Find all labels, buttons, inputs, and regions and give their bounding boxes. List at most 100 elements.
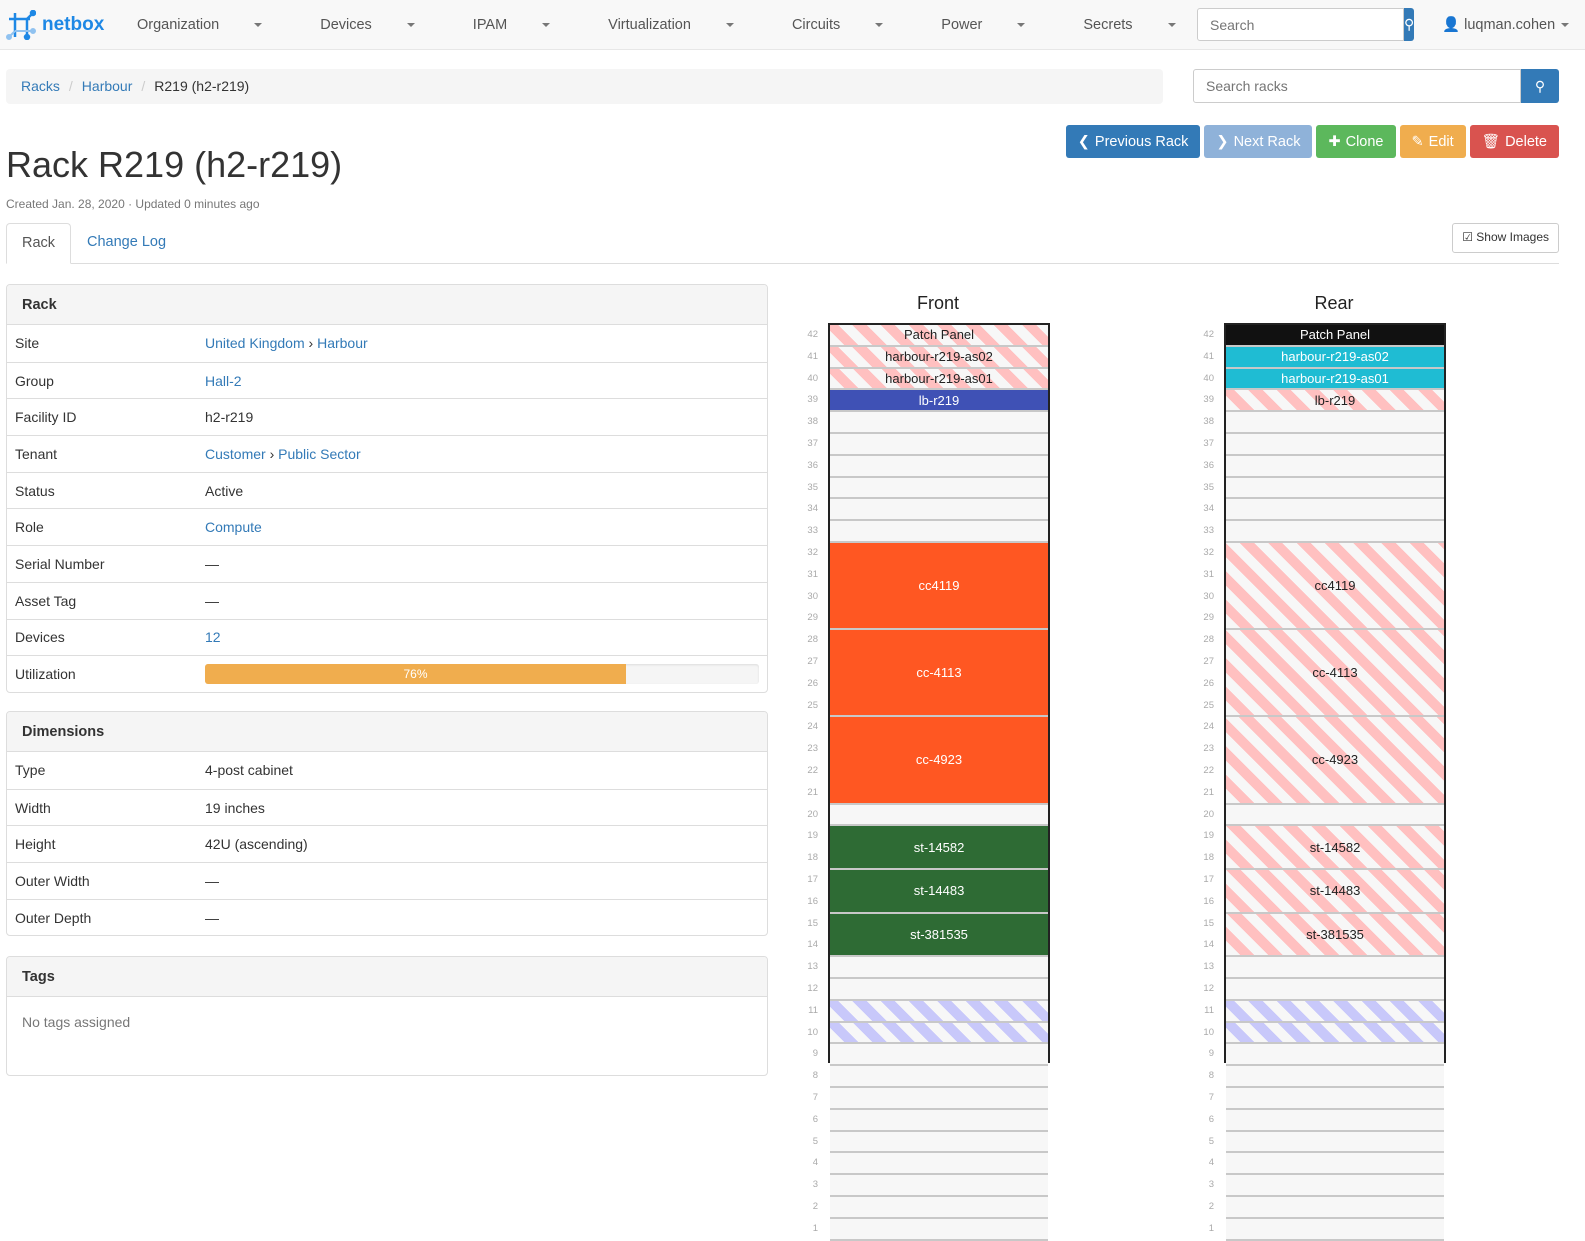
rack-device[interactable]: cc-4113 [830,630,1048,718]
menu-ipam[interactable]: IPAM [473,17,579,33]
value[interactable]: Compute [205,519,262,536]
rack-device[interactable] [1226,1022,1444,1045]
empty-unit[interactable] [1226,1197,1444,1219]
empty-unit[interactable] [830,1109,1048,1132]
rack-device[interactable]: cc-4113 [1226,630,1444,718]
rack-device[interactable] [1226,1000,1444,1023]
empty-unit[interactable] [1226,455,1444,478]
row-value: Active [205,483,243,499]
clone-button[interactable]: ✚ Clone [1316,125,1396,158]
delete-button[interactable]: 🗑 Delete [1469,125,1559,158]
rack-device[interactable]: harbour-r219-as01 [1226,368,1444,391]
empty-unit[interactable] [830,455,1048,478]
breadcrumb-racks[interactable]: Racks [21,78,60,94]
empty-unit[interactable] [1226,477,1444,500]
rack-device[interactable]: st-381535 [1226,913,1444,958]
rack-device[interactable]: cc-4923 [1226,717,1444,805]
value[interactable]: 12 [205,629,221,646]
empty-unit[interactable] [830,957,1048,979]
empty-unit[interactable] [830,804,1048,827]
value[interactable]: Public Sector [278,445,361,462]
rack-device[interactable] [830,1000,1048,1023]
rack-device[interactable]: Patch Panel [830,325,1048,347]
rack-device[interactable]: st-14483 [830,870,1048,914]
value[interactable]: Customer [205,445,266,462]
empty-unit[interactable] [1226,1044,1444,1067]
unit-number: 21 [807,786,818,798]
empty-unit[interactable] [830,1175,1048,1197]
empty-unit[interactable] [1226,1153,1444,1176]
rack-device[interactable]: Patch Panel [1226,325,1444,347]
empty-unit[interactable] [1226,412,1444,434]
empty-unit[interactable] [830,1218,1048,1241]
netbox-logo[interactable]: netbox [6,10,104,40]
menu-power[interactable]: Power [941,17,1054,33]
show-images-button[interactable]: ☑ Show Images [1452,223,1559,253]
rack-device[interactable]: lb-r219 [830,390,1048,413]
empty-unit[interactable] [830,1131,1048,1154]
empty-unit[interactable] [1226,804,1444,827]
empty-unit[interactable] [830,1044,1048,1067]
rack-device[interactable]: st-14483 [1226,870,1444,914]
menu-secrets[interactable]: Secrets [1083,17,1204,33]
edit-button[interactable]: ✎ Edit [1399,125,1466,158]
tab-rack[interactable]: Rack [6,223,72,264]
user-menu[interactable]: 👤 luqman.cohen [1442,16,1570,33]
empty-unit[interactable] [1226,434,1444,456]
value[interactable]: United Kingdom [205,335,305,352]
empty-unit[interactable] [830,521,1048,543]
empty-unit[interactable] [830,1153,1048,1176]
rack-search-button[interactable]: ⚲ [1521,69,1559,103]
empty-unit[interactable] [1226,1109,1444,1132]
rack-device[interactable]: cc4119 [830,543,1048,631]
search-input[interactable] [1197,8,1404,41]
empty-unit[interactable] [1226,979,1444,1001]
unit-number: 29 [807,612,818,624]
next-rack-button[interactable]: ❯ Next Rack [1204,125,1313,158]
empty-unit[interactable] [1226,957,1444,979]
menu-devices[interactable]: Devices [320,17,444,33]
empty-unit[interactable] [1226,521,1444,543]
value[interactable]: Hall-2 [205,372,242,389]
menu-circuits[interactable]: Circuits [792,17,912,33]
rack-device[interactable]: st-14582 [1226,826,1444,870]
rack-device[interactable]: cc-4923 [830,717,1048,805]
tab-change-log[interactable]: Change Log [87,234,167,250]
empty-unit[interactable] [1226,1175,1444,1197]
empty-unit[interactable] [830,1066,1048,1088]
empty-unit[interactable] [1226,499,1444,522]
rack-device[interactable]: harbour-r219-as02 [830,346,1048,369]
rack-device[interactable]: st-381535 [830,913,1048,958]
rack-device[interactable]: lb-r219 [1226,390,1444,413]
menu-virtualization[interactable]: Virtualization [608,17,763,33]
row-value: Hall-2 [205,373,242,389]
value[interactable]: Harbour [317,335,368,352]
empty-unit[interactable] [830,499,1048,522]
empty-unit[interactable] [1226,1066,1444,1088]
rack-device[interactable]: harbour-r219-as02 [1226,346,1444,369]
rack-device[interactable]: cc4119 [1226,543,1444,631]
empty-unit[interactable] [1226,1131,1444,1154]
rack-device[interactable]: st-14582 [830,826,1048,870]
breadcrumb-site[interactable]: Harbour [81,78,133,94]
previous-rack-button[interactable]: ❮ Previous Rack [1065,125,1201,158]
empty-unit[interactable] [830,434,1048,456]
rack-search-input[interactable] [1193,69,1521,103]
rack-device[interactable] [830,1022,1048,1045]
search-button[interactable]: ⚲ [1404,8,1415,41]
table-row: Site United Kingdom › Harbour [7,325,767,362]
empty-unit[interactable] [1226,1218,1444,1241]
empty-unit[interactable] [830,1088,1048,1110]
unit-number: 32 [807,547,818,558]
unit-number: 40 [807,372,818,384]
panel-heading: Dimensions [7,712,767,752]
row-label: Height [15,836,56,853]
empty-unit[interactable] [830,1197,1048,1219]
empty-unit[interactable] [830,412,1048,434]
rack-device[interactable]: harbour-r219-as01 [830,368,1048,391]
unit-number: 19 [1203,830,1214,842]
empty-unit[interactable] [830,979,1048,1001]
empty-unit[interactable] [830,477,1048,500]
empty-unit[interactable] [1226,1088,1444,1110]
menu-organization[interactable]: Organization [137,17,291,33]
